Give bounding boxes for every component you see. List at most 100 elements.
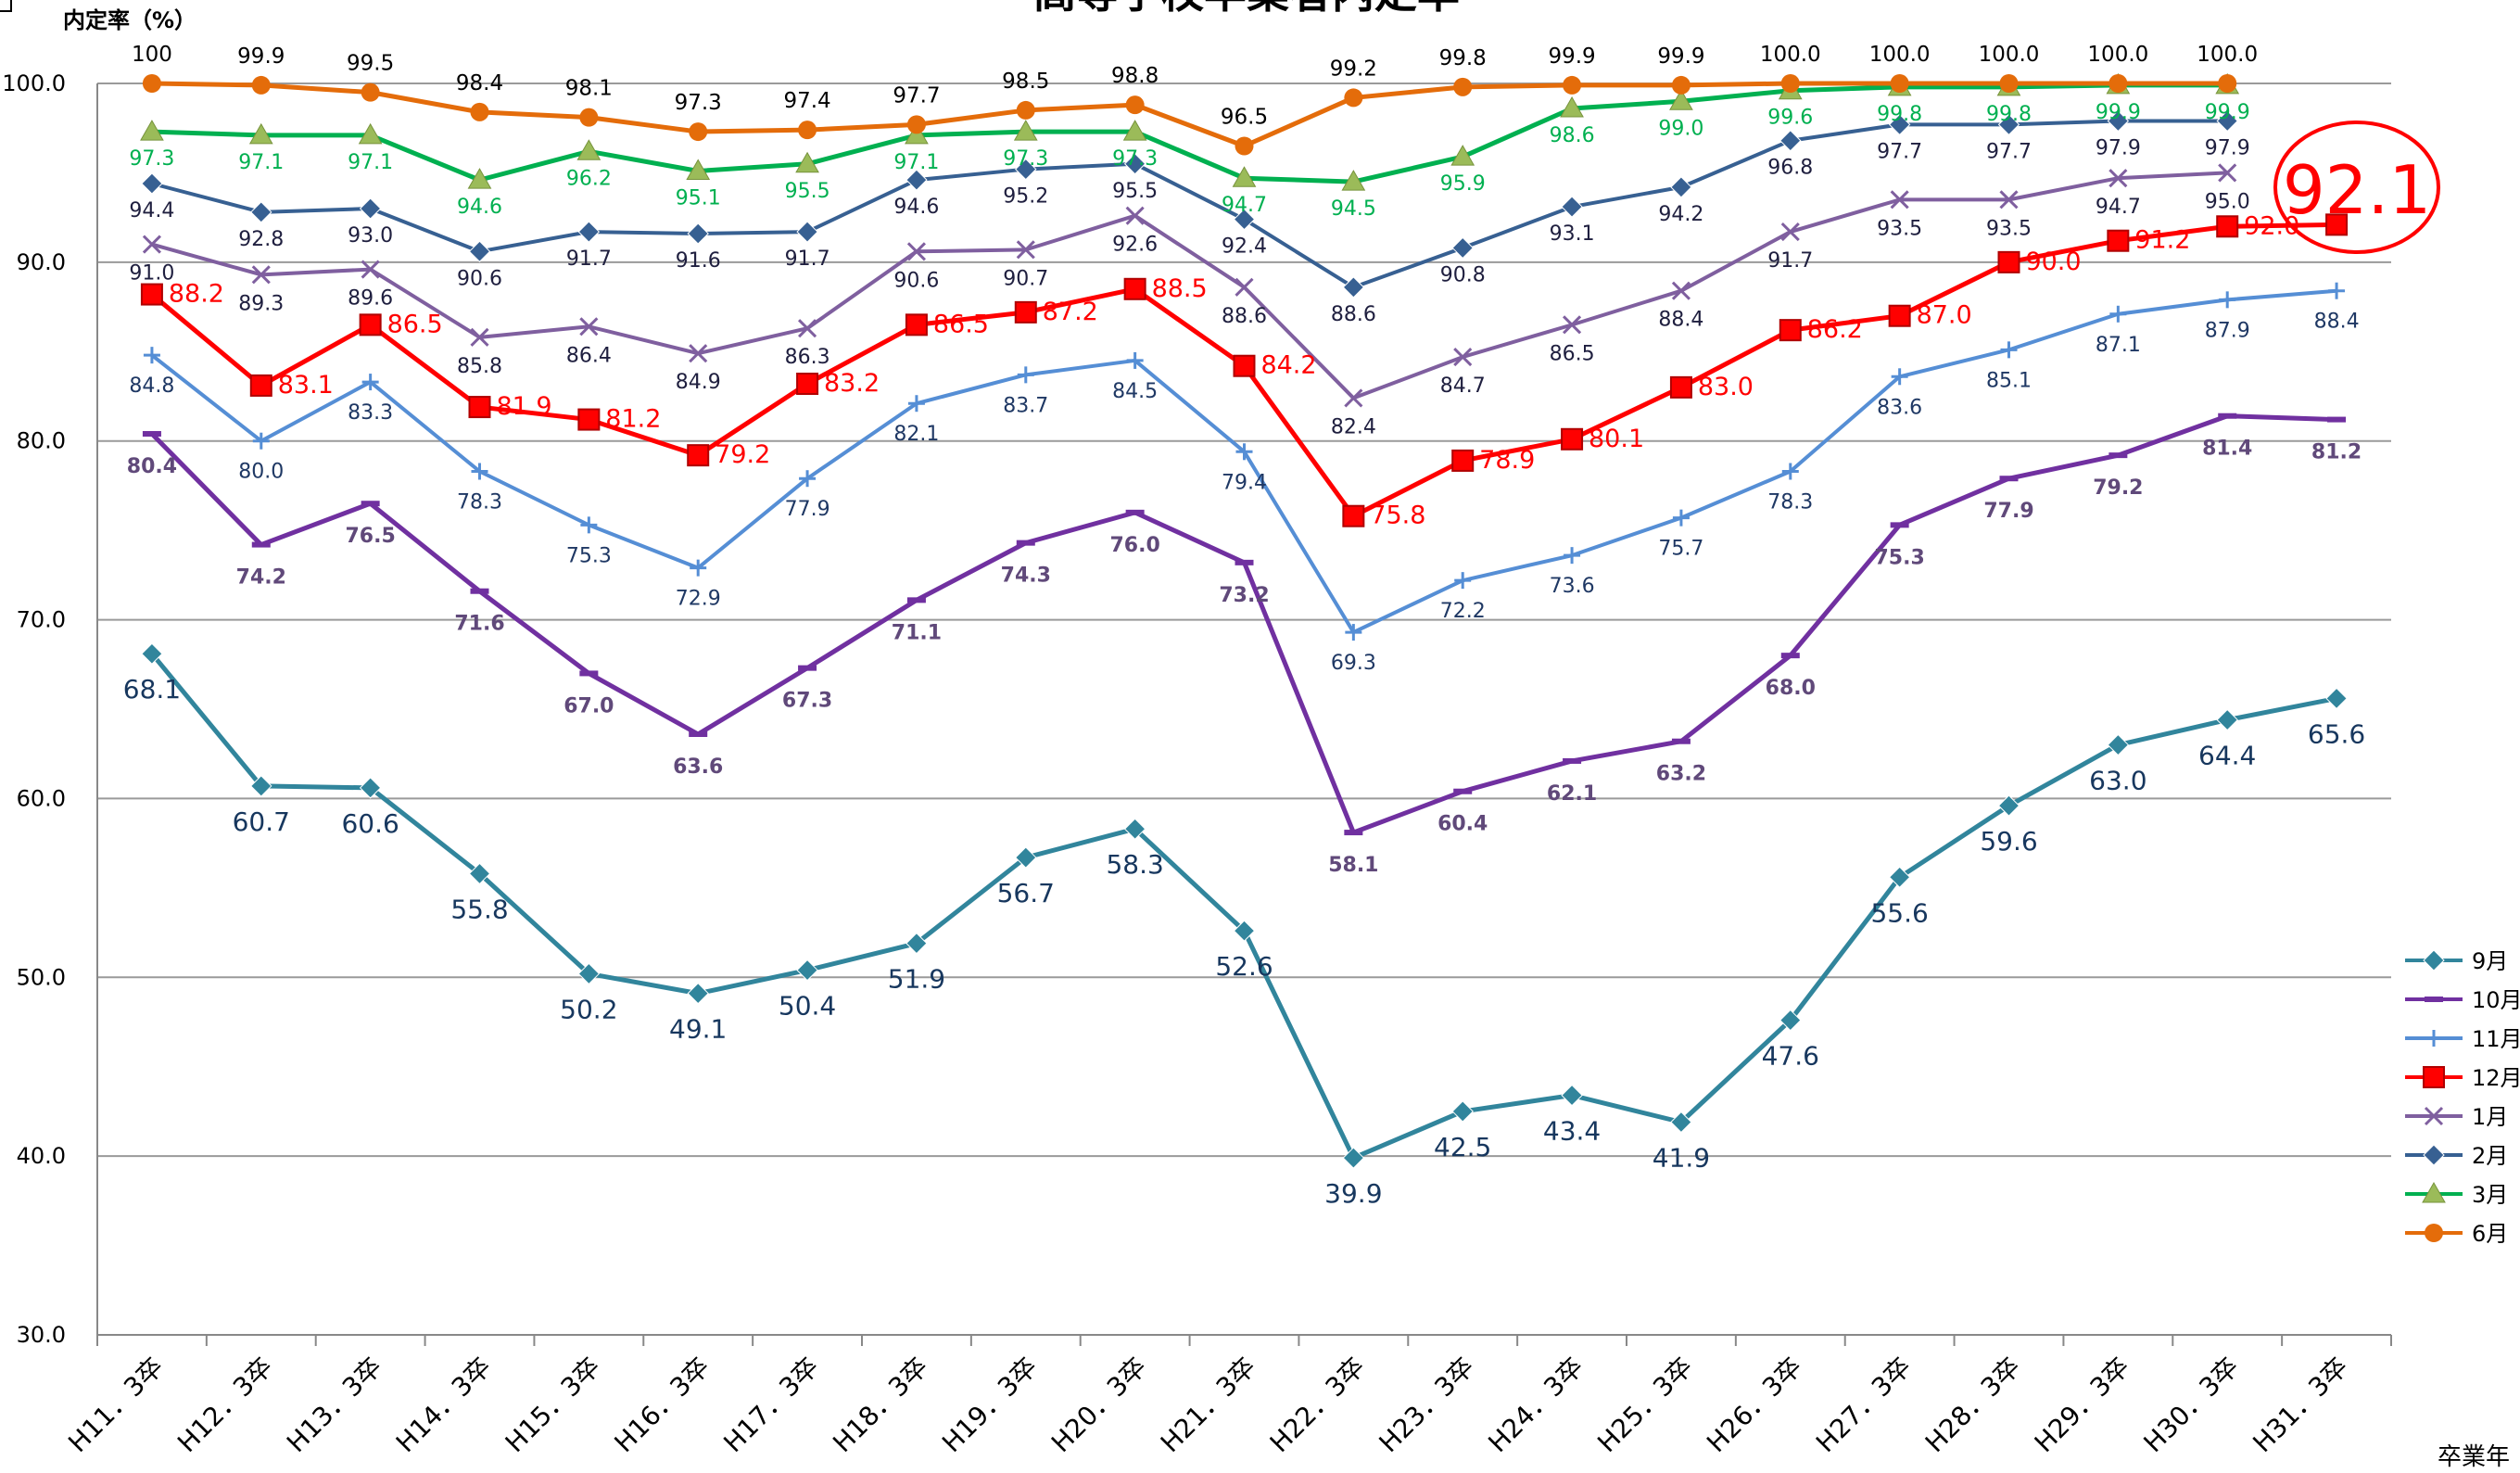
data-label: 83.0 (1698, 373, 1754, 401)
data-label: 94.2 (1658, 203, 1703, 226)
data-point (361, 83, 380, 102)
x-tick-label: H22．3卒 (1264, 1352, 1372, 1459)
data-label: 76.5 (346, 525, 396, 548)
data-label: 60.4 (1437, 813, 1488, 836)
data-label: 95.1 (676, 187, 721, 210)
data-point (359, 313, 382, 337)
data-point (798, 665, 817, 671)
data-point (1126, 351, 1144, 369)
data-label: 99.9 (2096, 101, 2141, 124)
legend-item: 3月 (2405, 1181, 2508, 1208)
chart-title: 高等学校卒業者内定率 (1033, 0, 1460, 18)
data-label: 99.9 (1657, 44, 1704, 69)
legend-marker (2423, 949, 2445, 971)
y-axis-label: 内定率（%） (63, 7, 196, 33)
data-label: 75.8 (1370, 502, 1425, 530)
data-point (687, 982, 709, 1005)
data-point (905, 122, 929, 145)
data-point (690, 559, 707, 577)
x-tick-label: H14．3卒 (390, 1352, 498, 1459)
data-labels: 68.1 60.7 60.6 55.8 50.2 49.1 50.4 51.9 56.7 58.3… (123, 43, 2365, 1209)
series-9月 (141, 642, 2348, 1169)
data-point (467, 168, 492, 189)
x-tick-label: H17．3卒 (717, 1352, 825, 1459)
data-point (1563, 75, 1582, 95)
data-label: 90.6 (457, 267, 502, 290)
data-point (1561, 427, 1584, 451)
data-label: 99.5 (347, 52, 394, 76)
data-point (796, 959, 818, 982)
data-label: 58.3 (1106, 849, 1163, 880)
data-label: 39.9 (1324, 1178, 1382, 1209)
data-point (143, 347, 160, 364)
legend-item: 10月 (2405, 987, 2520, 1013)
data-label: 92.8 (238, 228, 284, 251)
data-label: 64.4 (2198, 741, 2256, 771)
data-point (361, 501, 380, 507)
data-point (1453, 77, 1473, 96)
legend-item: 2月 (2405, 1143, 2508, 1169)
data-point (2218, 163, 2237, 183)
series-12月 (140, 213, 2349, 527)
data-label: 100 (132, 43, 172, 67)
series-layer (140, 72, 2349, 1169)
data-label: 99.6 (1767, 107, 1813, 130)
data-point (252, 432, 270, 450)
data-label: 47.6 (1762, 1041, 1819, 1072)
data-label: 93.1 (1550, 222, 1595, 246)
data-point (689, 344, 708, 363)
data-point (2325, 213, 2349, 236)
data-label: 73.2 (1219, 584, 1269, 607)
data-label: 86.2 (1807, 315, 1863, 344)
data-point (141, 172, 163, 195)
series-line (151, 119, 2228, 289)
legend-marker (2425, 1030, 2442, 1047)
x-tick-label: H24．3卒 (1482, 1352, 1589, 1459)
data-label: 99.9 (1548, 44, 1595, 69)
data-point (251, 541, 271, 548)
data-label: 100.0 (2087, 43, 2148, 67)
data-label: 95.5 (1112, 180, 1158, 203)
data-point (579, 317, 599, 337)
data-point (2218, 74, 2237, 93)
data-point (1125, 95, 1145, 115)
data-point (1669, 375, 1692, 399)
data-label: 94.6 (457, 196, 502, 219)
data-point (470, 588, 489, 594)
data-point (796, 373, 819, 395)
data-point (1672, 509, 1690, 527)
data-label: 87.1 (2096, 334, 2141, 357)
legend-label: 2月 (2472, 1143, 2508, 1169)
data-label: 79.4 (1222, 471, 1267, 494)
data-label: 49.1 (669, 1014, 727, 1045)
series-2月 (141, 109, 2238, 298)
data-point (1235, 443, 1253, 461)
data-label: 97.7 (1877, 140, 1922, 163)
data-point (1671, 738, 1691, 744)
data-point (1890, 190, 1909, 210)
data-point (689, 731, 708, 737)
data-label: 55.8 (450, 894, 508, 924)
data-label: 83.6 (1877, 396, 1922, 419)
x-tick-label: H21．3卒 (1155, 1352, 1262, 1459)
data-label: 81.4 (2202, 438, 2252, 461)
data-point (1997, 794, 2020, 817)
data-label: 91.2 (2134, 226, 2190, 255)
legend-label: 11月 (2472, 1026, 2520, 1052)
data-point (1232, 166, 1257, 187)
data-label: 95.9 (1440, 172, 1486, 196)
data-label: 99.8 (1877, 103, 1922, 126)
data-point (906, 242, 926, 261)
data-point (799, 470, 817, 488)
legend-item: 6月 (2405, 1221, 2508, 1247)
data-label: 93.0 (348, 224, 393, 248)
data-label: 95.2 (1003, 185, 1048, 209)
highlight-callout: 92.1 (2273, 121, 2440, 254)
data-point (1780, 74, 1800, 93)
x-tick-label: H29．3卒 (2029, 1352, 2136, 1459)
data-point (1564, 547, 1581, 565)
data-label: 97.1 (348, 151, 393, 174)
data-point (1669, 89, 1693, 110)
data-point (905, 313, 928, 337)
data-point (796, 221, 818, 243)
